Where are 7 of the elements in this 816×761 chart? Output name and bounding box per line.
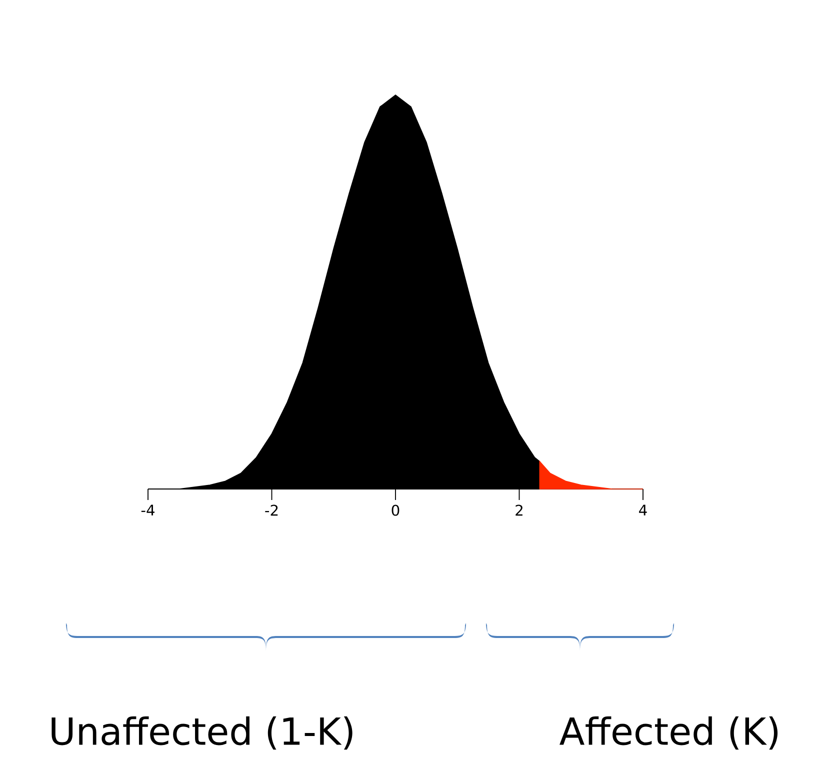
x-tick-label: 4 — [639, 504, 647, 516]
x-tick-label: -4 — [141, 504, 154, 516]
x-tick-label: -2 — [265, 504, 278, 516]
text: Affected (K) — [560, 716, 778, 750]
text: Unaffected (1-K) — [52, 716, 352, 750]
x-tick-label: 0 — [392, 504, 400, 516]
x-tick-label: 2 — [516, 504, 522, 516]
